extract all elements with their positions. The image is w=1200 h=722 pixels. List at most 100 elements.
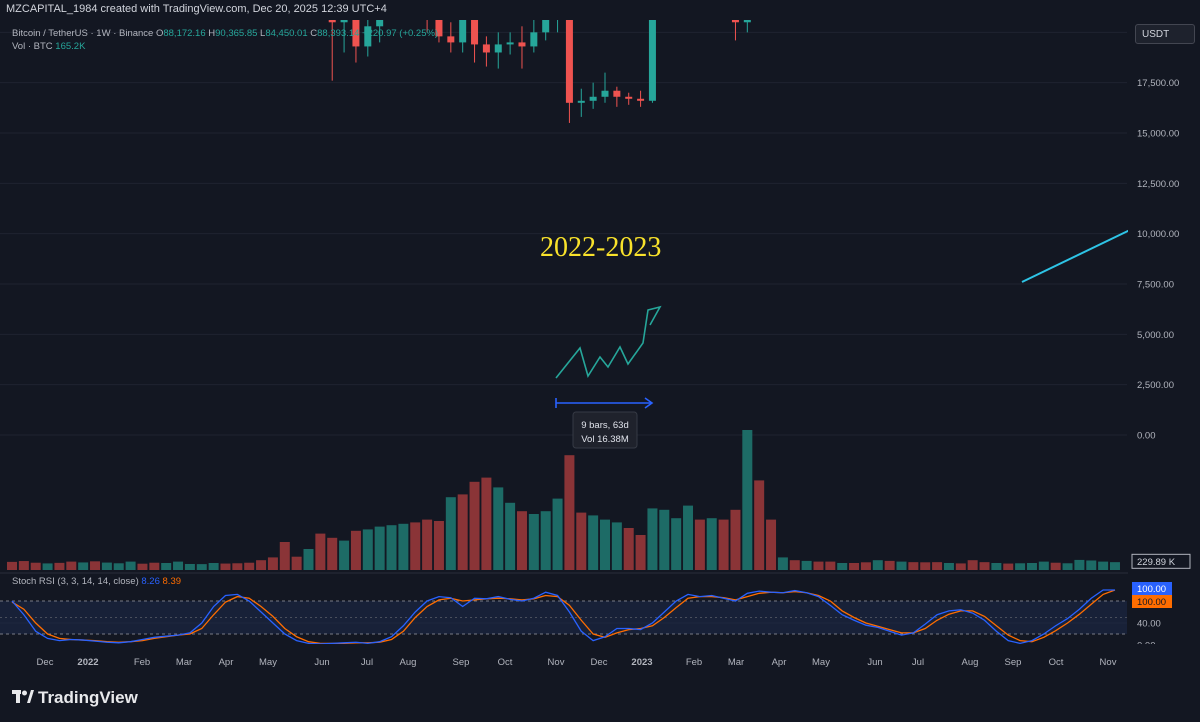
volume-bar bbox=[1026, 563, 1037, 570]
volume-bar bbox=[410, 522, 421, 570]
footer: TradingView bbox=[0, 672, 1200, 722]
time-tick-label: Apr bbox=[772, 657, 787, 668]
volume-bar bbox=[1038, 561, 1049, 570]
candle-body bbox=[459, 20, 467, 43]
volume-bar bbox=[777, 557, 788, 570]
stoch-d-value: 8.39 bbox=[162, 576, 182, 587]
high-value: 90,365.85 bbox=[215, 28, 258, 39]
volume-bar bbox=[350, 530, 361, 570]
price-axis bbox=[1128, 20, 1200, 672]
volume-bar bbox=[849, 563, 860, 570]
symbol-label: Bitcoin / TetherUS · 1W · Binance bbox=[12, 28, 154, 39]
candle-body bbox=[530, 32, 538, 47]
volume-bar bbox=[1062, 563, 1073, 570]
volume-bar bbox=[576, 512, 587, 570]
volume-bar bbox=[90, 561, 101, 570]
time-tick-label: Aug bbox=[962, 657, 979, 668]
volume-bar bbox=[422, 519, 433, 570]
attribution-text: MZCAPITAL_1984 created with TradingView.… bbox=[6, 3, 387, 15]
volume-bar bbox=[516, 511, 527, 570]
time-tick-label: Nov bbox=[1100, 657, 1117, 668]
volume-bar bbox=[339, 540, 350, 570]
volume-bar bbox=[967, 560, 978, 570]
stoch-k-badge-text: 100.00 bbox=[1137, 584, 1166, 595]
trend-line[interactable] bbox=[1021, 228, 1133, 283]
stoch-d-line bbox=[11, 589, 1116, 644]
close-label: C bbox=[310, 28, 318, 39]
volume-bar bbox=[671, 518, 682, 570]
volume-bar bbox=[279, 542, 290, 570]
candle-body bbox=[364, 26, 372, 47]
time-tick-label: Sep bbox=[453, 657, 470, 668]
candle-body bbox=[731, 20, 739, 23]
volume-bar bbox=[872, 560, 883, 570]
volume-bar bbox=[588, 515, 599, 570]
volume-badge-text: 229.89 K bbox=[1137, 557, 1176, 568]
volume-bar bbox=[101, 562, 112, 570]
time-tick-label: Dec bbox=[37, 657, 54, 668]
volume-bar bbox=[552, 498, 563, 570]
time-tick-label: May bbox=[259, 657, 277, 668]
candle-body bbox=[340, 20, 348, 23]
price-tick-label: 12,500.00 bbox=[1137, 179, 1179, 190]
close-value: 88,393.14 bbox=[317, 28, 360, 39]
volume-bar bbox=[564, 455, 575, 570]
volume-bar bbox=[256, 560, 267, 570]
volume-bar bbox=[825, 561, 836, 570]
time-tick-label: Feb bbox=[686, 657, 702, 668]
volume-bar bbox=[860, 562, 871, 570]
volume-bar bbox=[303, 549, 314, 570]
candle-body bbox=[589, 96, 597, 101]
low-value: 84,450.01 bbox=[265, 28, 308, 39]
stoch-legend: Stoch RSI (3, 3, 14, 14, close) 8.26 8.3… bbox=[12, 576, 181, 587]
chart-background bbox=[0, 20, 1200, 672]
volume-bar bbox=[991, 563, 1002, 570]
candle-body bbox=[506, 42, 514, 45]
volume-bar bbox=[884, 560, 895, 570]
volume-bar bbox=[42, 563, 53, 570]
time-tick-label: Dec bbox=[591, 657, 608, 668]
pattern-zigzag bbox=[555, 305, 662, 379]
stoch-k-badge bbox=[1132, 582, 1172, 595]
volume-legend: Vol · BTC 165.2K bbox=[12, 41, 85, 52]
volume-bar bbox=[1003, 563, 1014, 570]
brand-name: TradingView bbox=[38, 688, 138, 707]
volume-bar bbox=[540, 511, 551, 570]
volume-bar bbox=[1109, 562, 1120, 570]
volume-bar bbox=[398, 523, 409, 570]
price-tick-label: 17,500.00 bbox=[1137, 78, 1179, 89]
volume-bar bbox=[623, 528, 634, 570]
change-value: +220.97 (+0.25%) bbox=[362, 28, 439, 39]
volume-bar bbox=[173, 561, 184, 570]
tradingview-logo[interactable]: TradingView bbox=[12, 688, 138, 708]
currency-button[interactable]: USDT bbox=[1135, 24, 1195, 44]
volume-bar bbox=[1050, 562, 1061, 570]
volume-bar bbox=[706, 518, 717, 570]
volume-bar bbox=[920, 562, 931, 570]
volume-bar bbox=[932, 562, 943, 570]
volume-bar bbox=[730, 509, 741, 570]
volume-bar bbox=[54, 562, 65, 570]
attribution-bar: MZCAPITAL_1984 created with TradingView.… bbox=[0, 0, 1200, 20]
volume-bar bbox=[659, 509, 670, 570]
low-label: L bbox=[260, 28, 266, 39]
volume-bar bbox=[113, 563, 124, 570]
time-tick-label: Jul bbox=[912, 657, 924, 668]
volume-bar bbox=[1015, 563, 1026, 570]
volume-bar bbox=[635, 535, 646, 570]
price-tick-label: 2,500.00 bbox=[1137, 380, 1174, 391]
time-tick-label: Mar bbox=[728, 657, 744, 668]
time-tick-label: Jul bbox=[361, 657, 373, 668]
time-axis bbox=[0, 644, 1200, 664]
volume-bar bbox=[837, 563, 848, 570]
volume-bar bbox=[908, 562, 919, 570]
volume-bar bbox=[196, 564, 207, 570]
volume-bar bbox=[137, 563, 148, 570]
stoch-tick-label: 40.00 bbox=[1137, 619, 1161, 630]
measure-vol-text: Vol 16.38M bbox=[581, 434, 629, 445]
high-label: H bbox=[208, 28, 216, 39]
measure-tooltip bbox=[572, 411, 638, 449]
volume-bar bbox=[232, 563, 243, 570]
candle-body bbox=[577, 100, 585, 103]
